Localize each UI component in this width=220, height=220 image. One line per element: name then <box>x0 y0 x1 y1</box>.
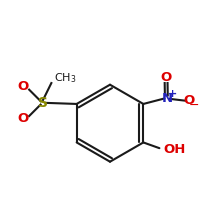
Text: O: O <box>17 112 28 125</box>
Text: O: O <box>183 94 194 107</box>
Text: O: O <box>17 80 28 93</box>
Text: +: + <box>168 89 177 99</box>
Text: CH$_3$: CH$_3$ <box>53 71 76 85</box>
Text: O: O <box>160 71 172 84</box>
Text: S: S <box>38 96 48 110</box>
Text: OH: OH <box>163 143 185 156</box>
Text: −: − <box>188 99 199 112</box>
Text: N: N <box>161 92 173 105</box>
